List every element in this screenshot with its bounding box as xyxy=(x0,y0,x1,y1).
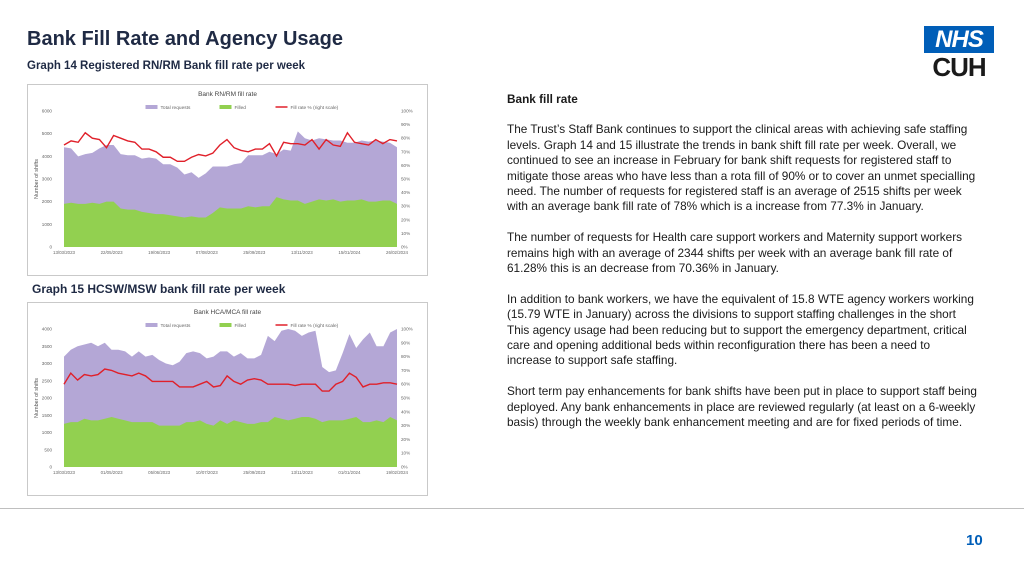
y2-tick-label: 20% xyxy=(401,437,410,442)
legend-swatch xyxy=(219,105,232,109)
chart-hca-mca-fill-rate: Bank HCA/MCA fill rate Total requests Fill… xyxy=(27,302,428,496)
y-tick-label: 4000 xyxy=(42,327,53,332)
y2-tick-label: 10% xyxy=(401,451,410,456)
x-tick-label: 13/03/2023 xyxy=(53,250,76,255)
graph15-label: Graph 15 HCSW/MSW bank fill rate per wee… xyxy=(32,282,286,296)
commentary-text: Bank fill rate The Trust’s Staff Bank co… xyxy=(507,92,977,446)
legend-entry: Total requests xyxy=(161,323,191,329)
legend-entry: Filled xyxy=(235,105,247,111)
series-filled-area xyxy=(64,197,397,247)
y-tick-label: 500 xyxy=(44,447,52,452)
x-tick-label: 13/03/2023 xyxy=(53,470,76,475)
y-tick-label: 2000 xyxy=(42,396,53,401)
y-axis-label: Number of shifts xyxy=(34,159,40,199)
y2-tick-label: 40% xyxy=(401,190,410,195)
y2-tick-label: 80% xyxy=(401,136,410,141)
series-filled-area xyxy=(64,416,397,467)
y2-tick-label: 30% xyxy=(401,423,410,428)
x-tick-label: 13/11/2023 xyxy=(291,250,313,255)
x-tick-label: 25/09/2023 xyxy=(243,250,266,255)
legend-entry: Total requests xyxy=(161,105,191,111)
chart-title: Bank HCA/MCA fill rate xyxy=(194,309,262,316)
y-tick-label: 2500 xyxy=(42,378,53,383)
page-number: 10 xyxy=(966,532,983,549)
y2-tick-label: 100% xyxy=(401,327,413,332)
y2-tick-label: 60% xyxy=(401,382,410,387)
x-tick-label: 13/11/2023 xyxy=(291,470,313,475)
y2-tick-label: 30% xyxy=(401,204,410,209)
chart-rn-rm-svg: Bank RN/RM fill rate Total requests Filled… xyxy=(34,91,413,255)
y-tick-label: 3500 xyxy=(42,344,53,349)
y-tick-label: 0 xyxy=(49,465,52,470)
y-tick-label: 3000 xyxy=(42,177,53,182)
y2-tick-label: 60% xyxy=(401,163,410,168)
legend-entry: Fill rate % (right scale) xyxy=(291,105,339,111)
y-tick-label: 6000 xyxy=(42,109,53,114)
x-tick-label: 15/01/2024 xyxy=(338,250,361,255)
legend-swatch xyxy=(219,323,232,327)
x-tick-label: 05/06/2023 xyxy=(148,470,171,475)
y2-tick-label: 70% xyxy=(401,149,410,154)
footer-divider xyxy=(0,508,1024,509)
commentary-paragraph-1: The Trust’s Staff Bank continues to supp… xyxy=(507,122,976,214)
chart-hca-mca-svg: Bank HCA/MCA fill rate Total requests Fill… xyxy=(34,309,413,475)
y2-tick-label: 20% xyxy=(401,217,410,222)
org-logo-text: CUH xyxy=(932,52,986,82)
y-tick-label: 1000 xyxy=(42,222,53,227)
series-fill-rate-line xyxy=(63,368,398,392)
y2-tick-label: 10% xyxy=(401,231,410,236)
y-tick-label: 5000 xyxy=(42,131,53,136)
commentary-paragraph-3: In addition to bank workers, we have the… xyxy=(507,291,974,368)
y-tick-label: 1000 xyxy=(42,430,53,435)
y2-tick-label: 80% xyxy=(401,354,410,359)
y2-tick-label: 40% xyxy=(401,409,410,414)
y2-tick-label: 50% xyxy=(401,396,410,401)
chart-title: Bank RN/RM fill rate xyxy=(198,91,257,98)
legend-entry: Filled xyxy=(235,323,247,329)
y-tick-label: 1500 xyxy=(42,413,53,418)
y2-tick-label: 0% xyxy=(401,245,408,250)
y-tick-label: 0 xyxy=(49,245,52,250)
y-tick-label: 2000 xyxy=(42,199,53,204)
nhs-logo-mark: NHS xyxy=(924,26,994,53)
y-tick-label: 4000 xyxy=(42,154,53,159)
page-title: Bank Fill Rate and Agency Usage xyxy=(27,28,344,50)
x-tick-label: 25/09/2023 xyxy=(243,470,266,475)
y2-tick-label: 90% xyxy=(401,122,410,127)
legend-entry: Fill rate % (right scale) xyxy=(291,323,339,329)
legend-swatch xyxy=(145,323,158,327)
x-tick-label: 01/01/2024 xyxy=(338,470,361,475)
x-tick-label: 07/08/2023 xyxy=(196,250,219,255)
y-tick-label: 3000 xyxy=(42,361,53,366)
x-tick-label: 01/05/2023 xyxy=(101,470,124,475)
legend-swatch xyxy=(145,105,158,109)
y-axis-label: Number of shifts xyxy=(34,378,40,418)
graph14-label: Graph 14 Registered RN/RM Bank fill rate… xyxy=(27,60,306,72)
y2-tick-label: 50% xyxy=(401,177,410,182)
y2-tick-label: 100% xyxy=(401,109,413,114)
chart-rn-rm-fill-rate: Bank RN/RM fill rate Total requests Filled… xyxy=(27,84,428,276)
y2-tick-label: 90% xyxy=(401,340,410,345)
commentary-heading: Bank fill rate xyxy=(507,92,578,106)
y2-tick-label: 70% xyxy=(401,368,410,373)
y2-tick-label: 0% xyxy=(401,465,408,470)
commentary-paragraph-4: Short term pay enhancements for bank shi… xyxy=(507,384,977,430)
x-tick-label: 19/06/2023 xyxy=(148,250,171,255)
series-fill-rate-line xyxy=(63,131,398,163)
x-tick-label: 26/02/2024 xyxy=(386,250,409,255)
x-tick-label: 22/05/2023 xyxy=(101,250,124,255)
commentary-paragraph-2: The number of requests for Health care s… xyxy=(507,230,963,276)
nhs-cuh-logo: NHS CUH xyxy=(924,26,994,82)
x-tick-label: 10/07/2023 xyxy=(196,470,219,475)
x-tick-label: 19/02/2024 xyxy=(386,470,409,475)
